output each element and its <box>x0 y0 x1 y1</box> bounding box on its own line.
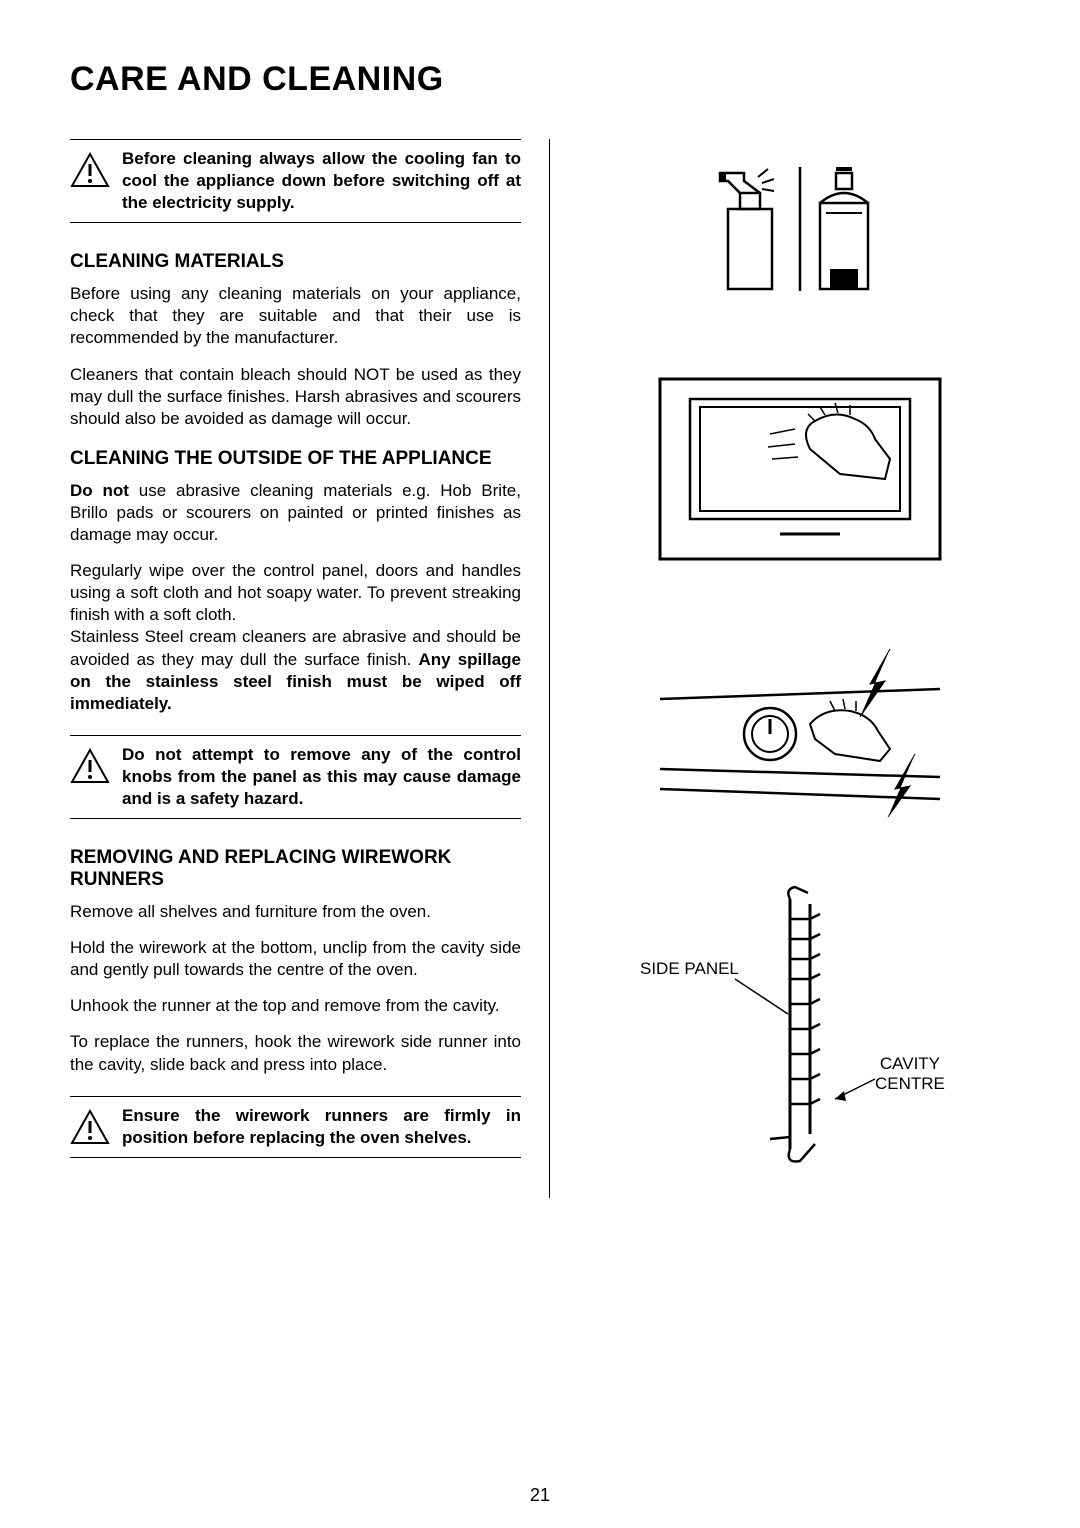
paragraph: Stainless Steel cream cleaners are abras… <box>70 626 521 714</box>
paragraph: Remove all shelves and furniture from th… <box>70 901 521 923</box>
label-line: CAVITY <box>875 1054 945 1074</box>
heading-wirework-runners: REMOVING AND REPLACING WIREWORK RUNNERS <box>70 847 521 891</box>
warning-text: Ensure the wirework runners are firmly i… <box>122 1105 521 1149</box>
warning-control-knobs: Do not attempt to remove any of the cont… <box>70 735 521 819</box>
warning-triangle-icon <box>70 1109 110 1145</box>
warning-text: Before cleaning always allow the cooling… <box>122 148 521 214</box>
page-title: CARE AND CLEANING <box>70 60 1010 99</box>
bold-text: Do not <box>70 481 129 500</box>
side-panel-label: SIDE PANEL <box>640 959 739 979</box>
paragraph: Regularly wipe over the control panel, d… <box>70 560 521 626</box>
heading-cleaning-outside: CLEANING THE OUTSIDE OF THE APPLIANCE <box>70 448 521 470</box>
heading-cleaning-materials: CLEANING MATERIALS <box>70 251 521 273</box>
warning-wirework-position: Ensure the wirework runners are firmly i… <box>70 1096 521 1158</box>
two-column-layout: Before cleaning always allow the cooling… <box>70 139 1010 1198</box>
paragraph: Unhook the runner at the top and remove … <box>70 995 521 1017</box>
left-column: Before cleaning always allow the cooling… <box>70 139 550 1198</box>
warning-triangle-icon <box>70 152 110 188</box>
page-number: 21 <box>530 1485 550 1506</box>
right-column: SIDE PANEL CAVITY CENTRE <box>590 139 1010 1198</box>
warning-cooling-fan: Before cleaning always allow the cooling… <box>70 139 521 223</box>
cleaning-products-icon <box>710 159 890 299</box>
paragraph: To replace the runners, hook the wirewor… <box>70 1031 521 1075</box>
text-span: use abrasive cleaning materials e.g. Hob… <box>70 481 521 544</box>
wirework-runner-illustration: SIDE PANEL CAVITY CENTRE <box>640 879 960 1179</box>
paragraph: Before using any cleaning materials on y… <box>70 283 521 349</box>
paragraph: Do not use abrasive cleaning materials e… <box>70 480 521 546</box>
wirework-svg <box>640 879 960 1179</box>
control-knob-warning-icon <box>640 639 960 819</box>
warning-text: Do not attempt to remove any of the cont… <box>122 744 521 810</box>
paragraph: Hold the wirework at the bottom, unclip … <box>70 937 521 981</box>
oven-window-cleaning-icon <box>640 359 960 579</box>
cavity-centre-label: CAVITY CENTRE <box>875 1054 945 1094</box>
label-line: CENTRE <box>875 1074 945 1094</box>
warning-triangle-icon <box>70 748 110 784</box>
paragraph: Cleaners that contain bleach should NOT … <box>70 364 521 430</box>
